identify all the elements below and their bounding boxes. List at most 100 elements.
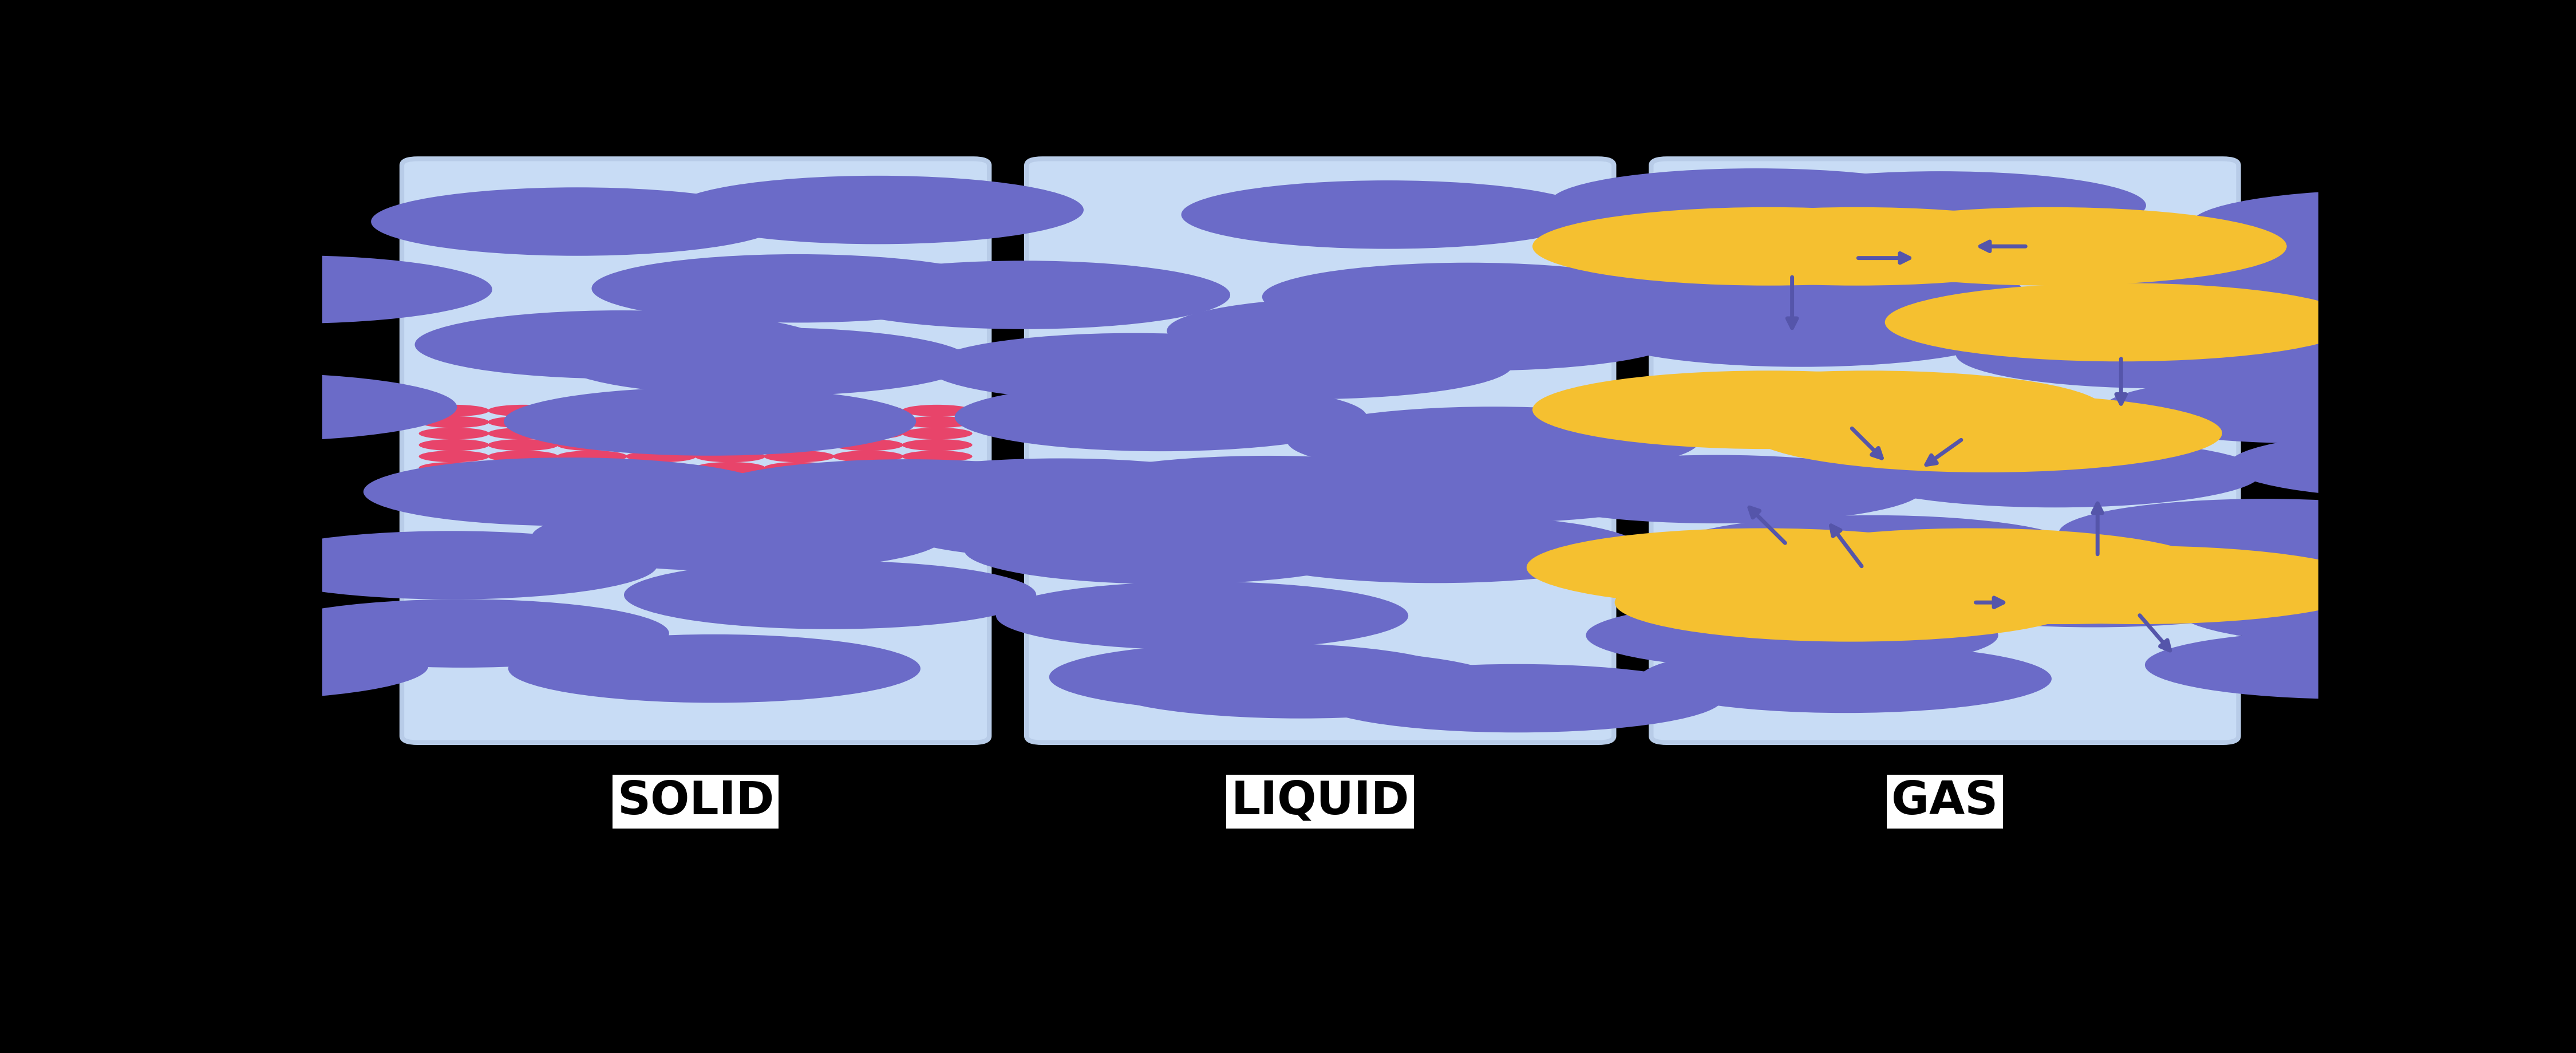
Ellipse shape <box>1100 331 1512 399</box>
Ellipse shape <box>2146 631 2558 699</box>
Ellipse shape <box>487 485 559 497</box>
Ellipse shape <box>1288 406 1700 475</box>
Ellipse shape <box>2179 577 2576 645</box>
Ellipse shape <box>902 451 971 462</box>
Ellipse shape <box>487 439 559 451</box>
Ellipse shape <box>2058 499 2470 568</box>
Ellipse shape <box>1633 371 2105 449</box>
FancyBboxPatch shape <box>1025 159 1615 742</box>
Ellipse shape <box>832 439 904 451</box>
Ellipse shape <box>1533 371 2004 449</box>
Ellipse shape <box>832 404 904 416</box>
Ellipse shape <box>1095 650 1507 718</box>
Ellipse shape <box>371 187 783 256</box>
Ellipse shape <box>487 416 559 428</box>
Ellipse shape <box>626 451 696 462</box>
Ellipse shape <box>2228 431 2576 499</box>
Ellipse shape <box>696 474 765 485</box>
Ellipse shape <box>696 439 765 451</box>
Ellipse shape <box>1904 545 2375 624</box>
Ellipse shape <box>626 404 696 416</box>
Ellipse shape <box>1182 180 1595 249</box>
Ellipse shape <box>1888 559 2300 628</box>
Ellipse shape <box>765 404 835 416</box>
Ellipse shape <box>1587 601 1999 670</box>
Ellipse shape <box>1283 280 1695 349</box>
Ellipse shape <box>15 632 428 700</box>
Ellipse shape <box>765 439 835 451</box>
Ellipse shape <box>1311 664 1723 733</box>
Ellipse shape <box>1280 455 1692 523</box>
Ellipse shape <box>1826 545 2298 624</box>
Ellipse shape <box>420 439 489 451</box>
Ellipse shape <box>487 428 559 439</box>
Ellipse shape <box>902 404 971 416</box>
Ellipse shape <box>626 416 696 428</box>
Ellipse shape <box>626 428 696 439</box>
Ellipse shape <box>696 485 765 497</box>
Ellipse shape <box>556 404 626 416</box>
Ellipse shape <box>1749 394 2223 473</box>
Ellipse shape <box>902 474 971 485</box>
Ellipse shape <box>507 634 920 702</box>
Ellipse shape <box>1734 172 2146 240</box>
Ellipse shape <box>556 462 626 474</box>
Ellipse shape <box>902 485 971 497</box>
Ellipse shape <box>1510 455 1922 523</box>
Ellipse shape <box>832 474 904 485</box>
Ellipse shape <box>487 474 559 485</box>
Ellipse shape <box>853 458 1265 526</box>
Ellipse shape <box>1533 207 2004 285</box>
Ellipse shape <box>626 439 696 451</box>
Ellipse shape <box>1167 297 1579 365</box>
Ellipse shape <box>819 261 1231 330</box>
Ellipse shape <box>832 451 904 462</box>
Ellipse shape <box>1886 283 2357 361</box>
Ellipse shape <box>832 485 904 497</box>
Ellipse shape <box>44 373 456 441</box>
Ellipse shape <box>1595 298 2007 366</box>
Ellipse shape <box>556 474 626 485</box>
Ellipse shape <box>1620 207 2092 285</box>
FancyBboxPatch shape <box>402 159 989 742</box>
Ellipse shape <box>1262 262 1674 331</box>
Ellipse shape <box>623 560 1036 629</box>
Ellipse shape <box>531 502 943 571</box>
Ellipse shape <box>1528 529 1999 607</box>
Ellipse shape <box>420 462 489 474</box>
Text: LIQUID: LIQUID <box>1231 779 1409 823</box>
Ellipse shape <box>420 404 489 416</box>
Ellipse shape <box>556 439 626 451</box>
Ellipse shape <box>80 255 492 323</box>
Ellipse shape <box>2102 375 2514 443</box>
Ellipse shape <box>559 327 971 396</box>
Ellipse shape <box>672 176 1084 244</box>
Ellipse shape <box>556 428 626 439</box>
Ellipse shape <box>420 428 489 439</box>
Ellipse shape <box>902 428 971 439</box>
Ellipse shape <box>1739 529 2210 607</box>
Ellipse shape <box>696 404 765 416</box>
Ellipse shape <box>902 439 971 451</box>
Ellipse shape <box>626 474 696 485</box>
Ellipse shape <box>1667 515 2081 583</box>
Ellipse shape <box>505 388 917 456</box>
Ellipse shape <box>696 462 765 474</box>
Ellipse shape <box>696 451 765 462</box>
Ellipse shape <box>420 474 489 485</box>
Ellipse shape <box>765 462 835 474</box>
Ellipse shape <box>886 492 1298 560</box>
Ellipse shape <box>997 581 1409 650</box>
Text: SOLID: SOLID <box>618 779 775 823</box>
Ellipse shape <box>556 485 626 497</box>
Ellipse shape <box>963 516 1376 584</box>
Ellipse shape <box>245 531 657 599</box>
Ellipse shape <box>420 451 489 462</box>
Ellipse shape <box>1048 642 1461 711</box>
Ellipse shape <box>1592 374 2004 442</box>
Ellipse shape <box>1551 168 1963 237</box>
Ellipse shape <box>592 254 1005 322</box>
Ellipse shape <box>420 485 489 497</box>
Ellipse shape <box>832 428 904 439</box>
Ellipse shape <box>765 416 835 428</box>
